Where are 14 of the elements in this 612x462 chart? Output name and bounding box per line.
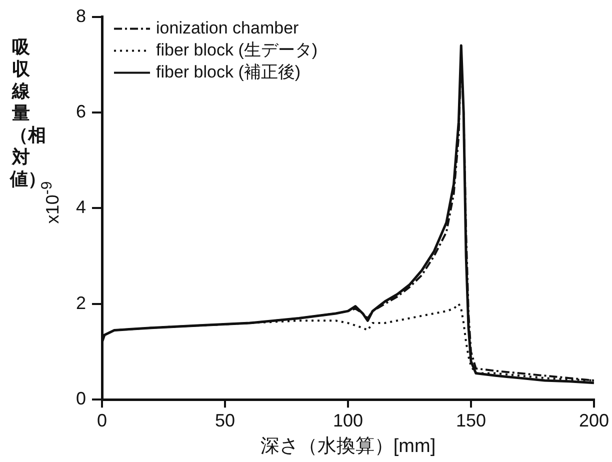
x-tick-label: 200 <box>578 410 610 430</box>
y-tick-label: 0 <box>76 388 86 409</box>
x-tick-label: 0 <box>97 410 108 430</box>
y-tick-label: 2 <box>76 292 86 313</box>
y-tick-label: 8 <box>76 6 86 26</box>
y-tick-label: 4 <box>76 197 86 218</box>
x-axis-title: 深さ（水換算）[mm] <box>260 436 436 457</box>
x-tick-label: 150 <box>456 410 486 430</box>
legend-label: fiber block (補正後) <box>156 62 301 82</box>
x-tick-label: 100 <box>332 410 364 430</box>
y-tick-label: 6 <box>76 101 86 122</box>
legend-label: ionization chamber <box>156 18 300 38</box>
x-tick-label: 50 <box>214 410 236 430</box>
legend-label: fiber block (生データ) <box>156 40 318 60</box>
